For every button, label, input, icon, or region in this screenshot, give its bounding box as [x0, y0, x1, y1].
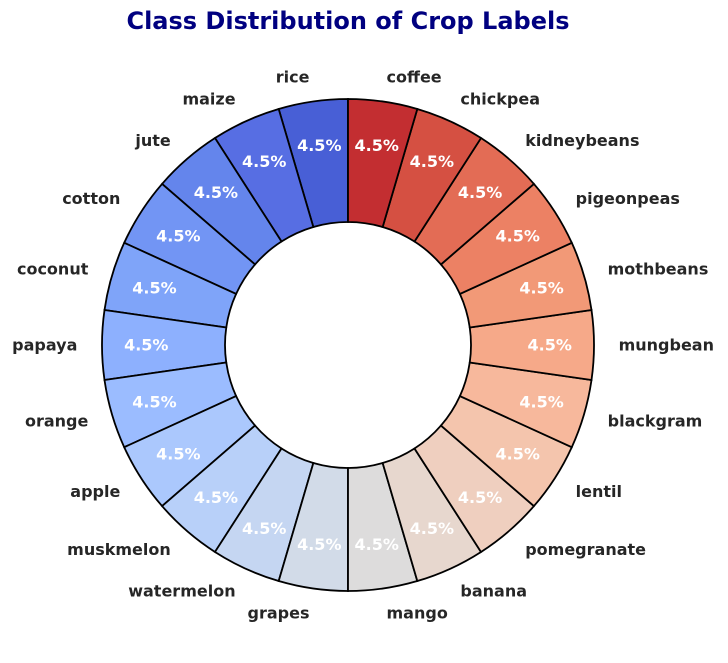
percent-label-pomegranate: 4.5%: [458, 488, 502, 507]
category-label-mungbean: mungbean: [619, 336, 714, 355]
percent-label-mothbeans: 4.5%: [519, 279, 563, 298]
percent-label-watermelon: 4.5%: [242, 519, 286, 538]
category-label-kidneybeans: kidneybeans: [525, 131, 639, 150]
category-label-group: rice maize jute cotton coconut papaya orange ap…: [12, 68, 714, 623]
category-label-maize: maize: [182, 89, 235, 108]
category-label-cotton: cotton: [62, 189, 120, 208]
percent-label-apple: 4.5%: [156, 445, 200, 464]
category-label-coconut: coconut: [17, 259, 89, 278]
slice-group: [101, 98, 595, 592]
percent-label-mango: 4.5%: [355, 535, 399, 554]
category-label-papaya: papaya: [12, 336, 77, 355]
category-label-pigeonpeas: pigeonpeas: [576, 189, 680, 208]
percent-label-grapes: 4.5%: [297, 535, 341, 554]
category-label-chickpea: chickpea: [460, 89, 540, 108]
category-label-mango: mango: [387, 603, 448, 622]
percent-label-lentil: 4.5%: [496, 445, 540, 464]
percent-label-chickpea: 4.5%: [410, 152, 454, 171]
percent-label-banana: 4.5%: [410, 519, 454, 538]
percent-label-kidneybeans: 4.5%: [458, 183, 502, 202]
percent-label-papaya: 4.5%: [124, 336, 168, 355]
chart-title: Class Distribution of Crop Labels: [126, 7, 569, 35]
percent-label-jute: 4.5%: [194, 183, 238, 202]
category-label-pomegranate: pomegranate: [525, 540, 646, 559]
percent-label-rice: 4.5%: [297, 136, 341, 155]
percent-label-maize: 4.5%: [242, 152, 286, 171]
category-label-muskmelon: muskmelon: [67, 540, 171, 559]
percent-label-coffee: 4.5%: [355, 136, 399, 155]
percent-label-pigeonpeas: 4.5%: [496, 226, 540, 245]
slice-coffee: [347, 98, 419, 229]
percent-label-mungbean: 4.5%: [528, 336, 572, 355]
category-label-apple: apple: [70, 482, 120, 501]
percent-label-muskmelon: 4.5%: [194, 488, 238, 507]
category-label-banana: banana: [460, 582, 527, 601]
category-label-rice: rice: [276, 68, 310, 87]
category-label-lentil: lentil: [576, 482, 622, 501]
percent-label-group: 4.5%4.5%4.5%4.5%4.5%4.5%4.5%4.5%4.5%4.5%…: [124, 136, 572, 554]
percent-label-cotton: 4.5%: [156, 226, 200, 245]
percent-label-orange: 4.5%: [132, 392, 176, 411]
percent-label-coconut: 4.5%: [132, 279, 176, 298]
category-label-jute: jute: [134, 131, 171, 150]
category-label-watermelon: watermelon: [128, 582, 235, 601]
category-label-coffee: coffee: [387, 68, 442, 87]
category-label-blackgram: blackgram: [608, 412, 703, 431]
category-label-orange: orange: [25, 412, 89, 431]
category-label-grapes: grapes: [248, 603, 310, 622]
percent-label-blackgram: 4.5%: [519, 392, 563, 411]
category-label-mothbeans: mothbeans: [608, 259, 709, 278]
